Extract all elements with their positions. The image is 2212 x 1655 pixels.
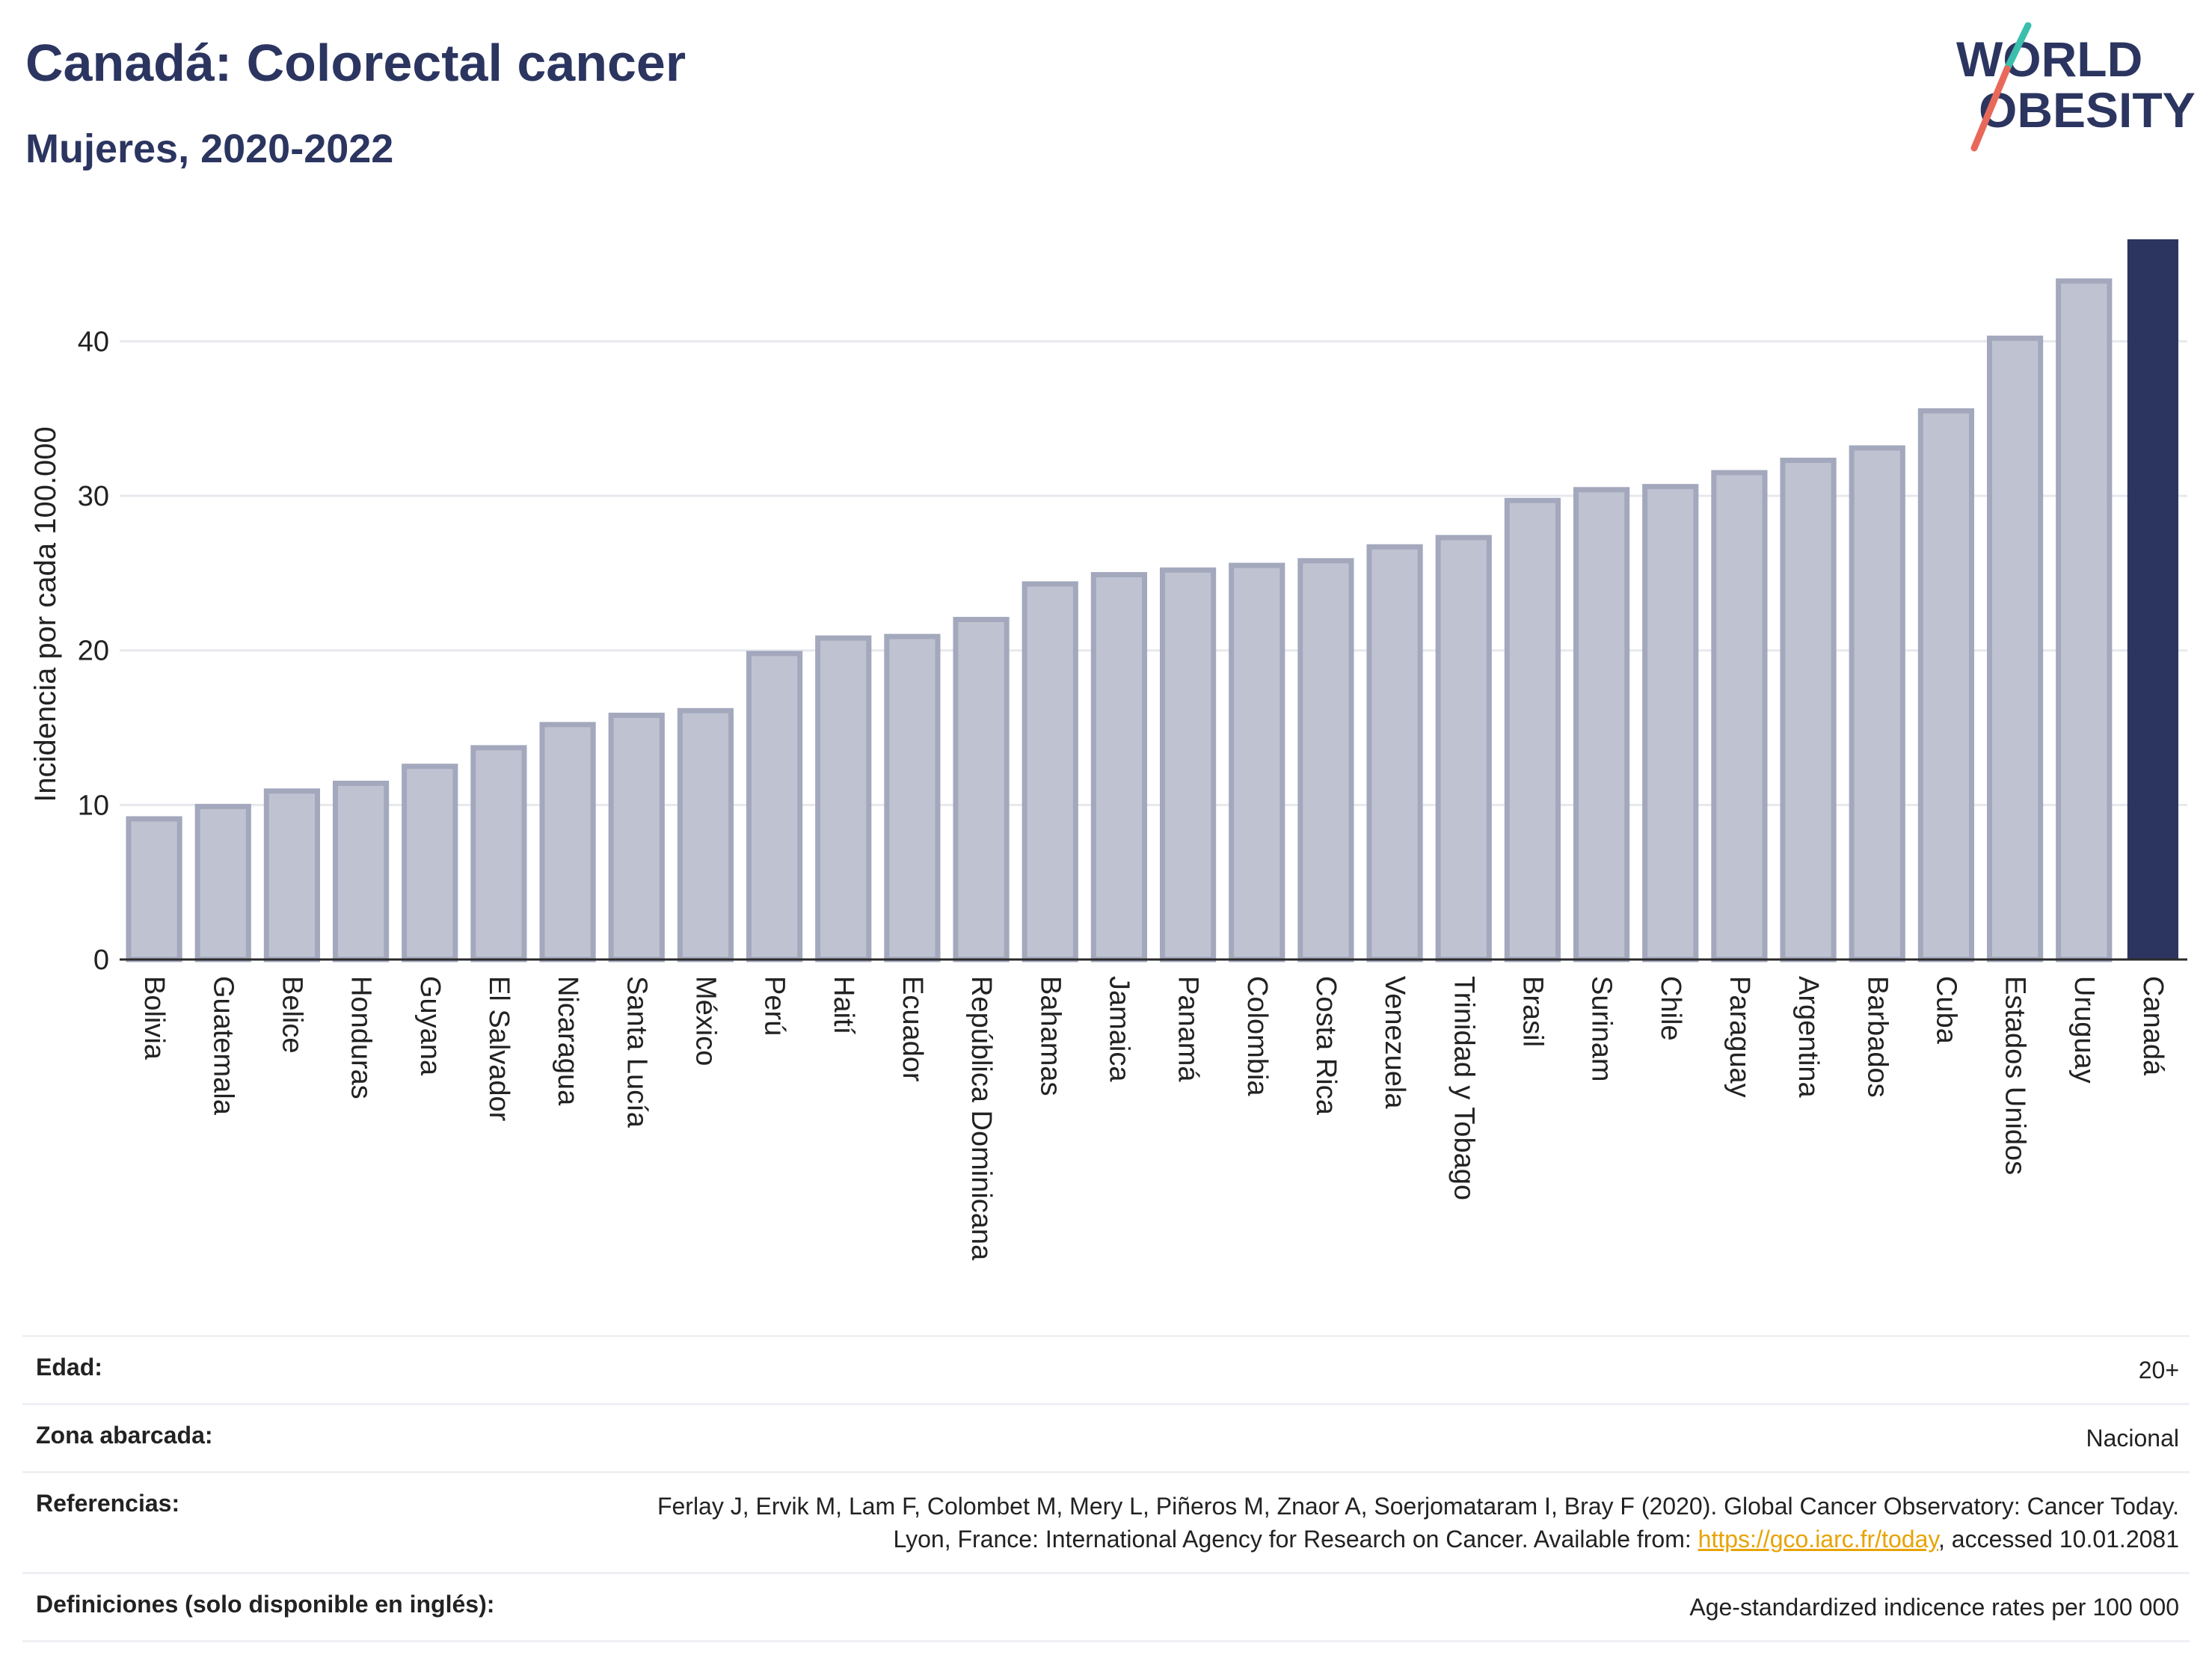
x-tick-label: Guatemala <box>207 976 239 1116</box>
x-tick-label: Nicaragua <box>552 976 583 1106</box>
x-tick-label: Honduras <box>345 976 377 1099</box>
x-tick-label: Colombia <box>1241 976 1273 1096</box>
info-row-definitions: Definiciones (solo disponible en inglés)… <box>22 1572 2190 1642</box>
bar-uruguay <box>2056 278 2113 962</box>
x-tick-label: Cuba <box>1930 976 1961 1045</box>
bar-santa-lucía <box>608 712 665 962</box>
bar-costa-rica <box>1297 558 1354 962</box>
info-row-zone: Zona abarcada: Nacional <box>22 1403 2190 1471</box>
x-tick-label: El Salvador <box>483 976 514 1122</box>
bar-honduras <box>332 780 390 962</box>
x-tick-label: Bolivia <box>138 976 170 1060</box>
logo-word-obesity: OBESITY <box>1979 82 2196 138</box>
bar-jamaica <box>1090 571 1148 962</box>
bar-bahamas <box>1021 581 1078 962</box>
bar-haití <box>815 635 872 962</box>
bar-chart: 0 10 20 30 40 Bolivia Guatemala Belice Honduras… <box>29 239 2187 1261</box>
bar-guyana <box>402 764 458 962</box>
x-tick-label: Costa Rica <box>1310 976 1342 1116</box>
x-tick-label: Brasil <box>1517 976 1548 1047</box>
bar-panamá <box>1159 567 1217 962</box>
y-tick-label: 0 <box>93 945 109 976</box>
bar-el-salvador <box>470 745 527 962</box>
x-tick-label: Santa Lucía <box>621 976 652 1129</box>
info-table: Edad: 20+ Zona abarcada: Nacional Refere… <box>22 1335 2190 1642</box>
y-tick-label: 30 <box>78 481 109 512</box>
bar-bolivia <box>126 816 182 962</box>
y-axis-ticks: 0 10 20 30 40 <box>78 326 109 976</box>
info-label-zone: Zona abarcada: <box>36 1422 213 1449</box>
info-row-references: Referencias: Ferlay J, Ervik M, Lam F, C… <box>22 1471 2190 1572</box>
info-label-definitions: Definiciones (solo disponible en inglés)… <box>36 1591 495 1618</box>
x-tick-label: Perú <box>759 976 790 1036</box>
x-tick-label: Uruguay <box>2068 976 2100 1084</box>
bar-república-dominicana <box>953 616 1010 962</box>
reference-accessed: , accessed 10.01.2081 <box>1938 1526 2179 1553</box>
x-tick-label: Canadá <box>2137 976 2169 1076</box>
world-obesity-logo: WORLD OBESITY <box>1956 22 2196 152</box>
x-tick-label: Barbados <box>1861 976 1893 1098</box>
bar-paraguay <box>1711 470 1768 962</box>
bars <box>126 239 2179 962</box>
bar-perú <box>746 651 803 962</box>
bar-méxico <box>677 707 734 962</box>
logo-slash-red <box>1970 65 2011 152</box>
bar-argentina <box>1780 458 1837 962</box>
bar-estados-unidos <box>1986 335 2044 962</box>
grid-lines <box>120 340 2187 806</box>
x-tick-label: Belice <box>276 976 307 1054</box>
y-tick-label: 40 <box>78 326 109 357</box>
x-tick-label: Estados Unidos <box>2000 976 2031 1175</box>
y-tick-label: 20 <box>78 636 109 667</box>
info-value-zone: Nacional <box>2086 1425 2179 1452</box>
bar-cuba <box>1917 408 1975 962</box>
bar-chile <box>1642 484 1699 962</box>
chart-subtitle: Mujeres, 2020-2022 <box>25 126 394 171</box>
x-tick-label: Bahamas <box>1034 976 1066 1096</box>
bar-trinidad-y-tobago <box>1435 535 1492 962</box>
bar-canadá <box>2127 239 2179 959</box>
x-tick-label: Argentina <box>1792 976 1824 1099</box>
x-tick-label: Haití <box>828 976 859 1035</box>
x-tick-label: Guyana <box>414 976 446 1076</box>
x-axis-labels: Bolivia Guatemala Belice Honduras Guyana El S… <box>138 976 2169 1261</box>
info-value-age: 20+ <box>2138 1357 2179 1384</box>
x-tick-label: Ecuador <box>897 976 928 1082</box>
bar-guatemala <box>194 803 251 962</box>
reference-text: Ferlay J, Ervik M, Lam F, Colombet M, Me… <box>657 1493 2179 1553</box>
x-tick-label: Venezuela <box>1379 976 1410 1109</box>
bar-surinam <box>1573 487 1630 962</box>
x-tick-label: República Dominicana <box>965 976 997 1261</box>
y-axis-title: Incidencia por cada 100.000 <box>29 426 62 802</box>
x-tick-label: Trinidad y Tobago <box>1448 976 1479 1200</box>
x-tick-label: Panamá <box>1173 976 1204 1082</box>
info-label-references: Referencias: <box>36 1490 180 1517</box>
logo-slash-teal <box>2003 22 2032 73</box>
logo-word-world: WORLD <box>1956 31 2142 87</box>
x-tick-label: Surinam <box>1586 976 1617 1082</box>
x-tick-label: México <box>689 976 721 1066</box>
y-tick-label: 10 <box>78 790 109 821</box>
bar-barbados <box>1849 445 1905 962</box>
chart-title: Canadá: Colorectal cancer <box>25 34 686 92</box>
bar-brasil <box>1504 497 1561 962</box>
info-label-age: Edad: <box>36 1354 102 1381</box>
bar-venezuela <box>1366 544 1423 962</box>
bar-colombia <box>1229 562 1285 962</box>
bar-ecuador <box>884 633 941 962</box>
reference-link[interactable]: https://gco.iarc.fr/today <box>1698 1526 1938 1553</box>
info-value-references: Ferlay J, Ervik M, Lam F, Colombet M, Me… <box>594 1490 2179 1556</box>
info-value-definitions: Age-standardized indicence rates per 100… <box>1689 1594 2179 1621</box>
x-tick-label: Paraguay <box>1724 976 1755 1098</box>
bar-nicaragua <box>539 722 596 962</box>
bar-belice <box>263 788 321 962</box>
x-tick-label: Chile <box>1655 976 1686 1041</box>
info-row-age: Edad: 20+ <box>22 1335 2190 1403</box>
x-tick-label: Jamaica <box>1103 976 1134 1082</box>
